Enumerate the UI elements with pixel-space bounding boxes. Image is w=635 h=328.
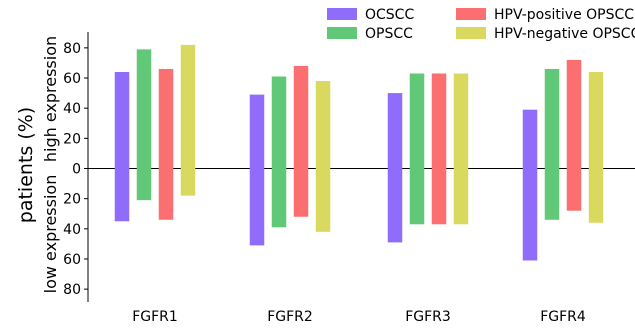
y-tick-label: 60 xyxy=(63,71,81,87)
bars xyxy=(114,44,604,261)
bar-fgfr1-hpv-negative-opscc xyxy=(180,44,196,196)
bar-fgfr1-ocscc xyxy=(114,71,130,222)
y-axis-label-upper: high expression xyxy=(41,36,60,162)
y-tick-label: 20 xyxy=(63,192,81,208)
legend-label: OPSCC xyxy=(365,26,413,42)
x-tick-label: FGFR1 xyxy=(132,309,178,325)
bar-fgfr2-hpv-positive-opscc xyxy=(293,65,309,217)
bar-fgfr3-ocscc xyxy=(387,93,403,243)
bar-fgfr3-hpv-positive-opscc xyxy=(431,73,447,225)
bar-fgfr4-hpv-positive-opscc xyxy=(566,59,582,211)
legend-swatch xyxy=(456,8,486,20)
bar-fgfr3-hpv-negative-opscc xyxy=(453,73,469,225)
x-tick-labels: FGFR1 FGFR2 FGFR3 FGFR4 xyxy=(132,309,586,325)
legend-swatch xyxy=(456,27,486,39)
bar-fgfr2-opscc xyxy=(271,76,287,228)
axes xyxy=(87,32,635,302)
x-tick-label: FGFR2 xyxy=(267,309,313,325)
bar-fgfr2-hpv-negative-opscc xyxy=(315,81,331,232)
bar-fgfr3-opscc xyxy=(409,73,425,225)
legend-label: OCSCC xyxy=(365,7,414,23)
bar-fgfr2-ocscc xyxy=(249,94,265,246)
legend: OCSCC OPSCC HPV-positive OPSCC HPV-negative… xyxy=(327,7,635,42)
bar-fgfr4-ocscc xyxy=(522,109,538,261)
y-tick-label: 20 xyxy=(63,131,81,147)
y-axis-title: patients (%) high expression low express… xyxy=(15,36,60,294)
y-tick-label: 0 xyxy=(72,162,81,178)
y-tick-label: 80 xyxy=(63,41,81,57)
legend-label: HPV-positive OPSCC xyxy=(494,7,634,23)
bar-fgfr1-opscc xyxy=(136,49,152,201)
x-tick-label: FGFR3 xyxy=(405,309,451,325)
y-tick-label: 40 xyxy=(63,222,81,238)
y-tick-label: 40 xyxy=(63,101,81,117)
bar-fgfr4-opscc xyxy=(544,68,560,220)
x-tick-label: FGFR4 xyxy=(540,309,586,325)
y-ticks: 80 60 40 20 0 20 40 60 80 xyxy=(63,41,88,298)
bar-fgfr1-hpv-positive-opscc xyxy=(158,68,174,220)
y-axis-label-lower: low expression xyxy=(41,175,60,294)
legend-swatch xyxy=(327,27,357,39)
y-tick-label: 80 xyxy=(63,282,81,298)
legend-swatch xyxy=(327,8,357,20)
bar-fgfr4-hpv-negative-opscc xyxy=(588,71,604,223)
y-tick-label: 60 xyxy=(63,252,81,268)
legend-label: HPV-negative OPSCC xyxy=(494,26,635,42)
y-axis-label: patients (%) xyxy=(15,107,37,223)
